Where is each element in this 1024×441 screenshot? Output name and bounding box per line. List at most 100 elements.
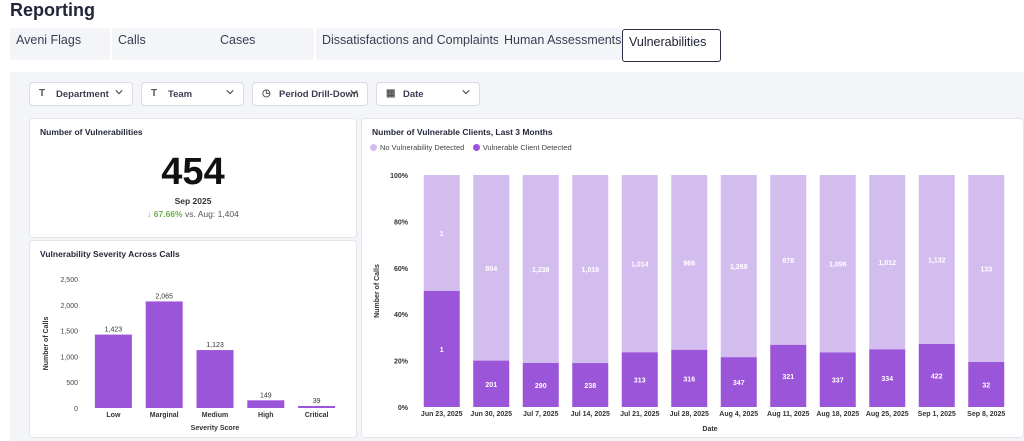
segment-value-label: 316 [683, 376, 695, 383]
vulnerable-client-segment[interactable] [671, 349, 708, 407]
y-axis-label: Number of Calls [374, 264, 381, 318]
severity-bar-chart: 0 500 1,000 1,500 2,000 2,500 Number of Calls 1… [43, 277, 336, 432]
segment-value-label: 1,018 [581, 267, 599, 274]
x-tick-label: Aug 18, 2025 [816, 411, 859, 418]
no-vulnerability-segment[interactable] [968, 175, 1005, 363]
y-tick-label: 500 [66, 380, 78, 387]
team-filter[interactable]: T Team [141, 82, 244, 106]
y-tick-label: 60% [394, 266, 409, 273]
calendar-icon: ▦ [386, 88, 396, 99]
vulnerable-client-segment[interactable] [770, 344, 807, 407]
y-tick-label: 1,000 [60, 354, 78, 361]
x-tick-label: Jun 30, 2025 [470, 411, 512, 418]
y-tick-label: 0% [398, 405, 409, 412]
vulnerable-client-segment[interactable] [522, 362, 559, 407]
kpi-title: Number of Vulnerabilities [40, 127, 143, 137]
x-tick-label: Jul 28, 2025 [670, 411, 709, 418]
bar-value-label: 1,423 [105, 327, 123, 334]
chart-legend: No Vulnerability Detected Vulnerable Cli… [370, 143, 572, 152]
x-tick-label: Sep 8, 2025 [967, 411, 1005, 418]
vulnerable-client-segment[interactable] [423, 291, 460, 407]
vulnerable-clients-stacked-chart: 0% 20% 40% 60% 80% 100% Number of Calls 1 1 Jun 2… [374, 173, 1005, 433]
segment-value-label: 321 [782, 374, 794, 381]
vulnerable-client-segment[interactable] [572, 363, 609, 407]
x-tick-label: Jul 14, 2025 [571, 411, 610, 418]
tab-calls[interactable]: Calls [112, 28, 219, 60]
severity-chart-title: Vulnerability Severity Across Calls [40, 249, 180, 259]
segment-value-label: 1,012 [878, 260, 896, 267]
segment-value-label: 1,132 [928, 257, 946, 264]
y-tick-label: 20% [394, 359, 409, 366]
vulnerable-client-segment[interactable] [473, 360, 510, 407]
segment-value-label: 1,014 [631, 262, 649, 269]
x-tick-label: Jun 23, 2025 [421, 411, 463, 418]
bar-value-label: 149 [260, 392, 272, 399]
clients-chart-title: Number of Vulnerable Clients, Last 3 Mon… [372, 127, 553, 137]
y-tick-label: 40% [394, 312, 409, 319]
segment-value-label: 804 [485, 266, 497, 273]
segment-value-label: 422 [931, 373, 943, 380]
y-axis-label: Number of Calls [43, 317, 50, 371]
x-tick-label: Aug 11, 2025 [767, 411, 810, 418]
no-vulnerability-segment[interactable] [522, 175, 559, 363]
no-vulnerability-segment[interactable] [671, 175, 708, 350]
clock-icon: ◷ [262, 88, 271, 99]
x-axis-label: Date [702, 426, 717, 433]
vulnerable-client-segment[interactable] [720, 357, 757, 407]
vulnerable-client-segment[interactable] [621, 352, 658, 407]
kpi-period: Sep 2025 [174, 196, 212, 206]
segment-value-label: 347 [733, 380, 745, 387]
vulnerable-client-segment[interactable] [869, 349, 906, 407]
x-tick-label: Aug 4, 2025 [719, 411, 758, 418]
x-tick-label: Jul 21, 2025 [620, 411, 659, 418]
text-type-icon: T [39, 88, 46, 99]
segment-value-label: 337 [832, 378, 844, 385]
segment-value-label: 201 [485, 382, 497, 389]
chevron-down-icon [226, 90, 234, 95]
no-vulnerability-segment[interactable] [572, 175, 609, 364]
bar-value-label: 39 [313, 398, 321, 405]
department-filter[interactable]: T Department [29, 82, 133, 106]
x-tick-label: Aug 25, 2025 [866, 411, 909, 418]
bar-value-label: 2,065 [155, 293, 173, 300]
segment-value-label: 1 [440, 231, 444, 238]
segment-value-label: 334 [881, 376, 893, 383]
date-filter[interactable]: ▦ Date [376, 82, 480, 106]
x-tick-label: Critical [305, 412, 329, 419]
vulnerable-clients-chart-card: Number of Vulnerable Clients, Last 3 Mon… [361, 118, 1024, 438]
period-drilldown-filter[interactable]: ◷ Period Drill-Down [252, 82, 368, 106]
y-tick-label: 2,000 [60, 303, 78, 310]
vulnerable-client-segment[interactable] [819, 352, 856, 407]
no-vulnerability-segment[interactable] [621, 175, 658, 353]
no-vulnerability-segment[interactable] [869, 175, 906, 350]
no-vulnerability-segment[interactable] [918, 175, 955, 344]
segment-value-label: 290 [535, 383, 547, 390]
segment-value-label: 966 [683, 260, 695, 267]
y-tick-label: 1,500 [60, 329, 78, 336]
segment-value-label: 133 [980, 267, 992, 274]
vulnerable-client-segment[interactable] [968, 362, 1005, 407]
tab-cases[interactable]: Cases [214, 28, 314, 60]
severity-bar[interactable] [94, 334, 132, 408]
no-vulnerability-segment[interactable] [819, 175, 856, 353]
severity-bar[interactable] [298, 405, 336, 408]
no-vulnerability-segment[interactable] [720, 175, 757, 358]
tab-dissatisfactions[interactable]: Dissatisfactions and Complaints [316, 28, 506, 60]
tab-aveni-flags[interactable]: Aveni Flags [10, 28, 110, 60]
x-axis-label: Severity Score [191, 425, 240, 432]
severity-bar[interactable] [145, 301, 183, 408]
tab-vulnerabilities[interactable]: Vulnerabilities [622, 29, 721, 62]
no-vulnerability-segment[interactable] [770, 175, 807, 345]
severity-bar[interactable] [247, 400, 285, 408]
no-vulnerability-segment[interactable] [473, 175, 510, 361]
tab-human-assessments[interactable]: Human Assessments [498, 28, 622, 60]
legend-item-vulnerable-client: Vulnerable Client Detected [472, 143, 572, 152]
chevron-down-icon [462, 90, 470, 95]
no-vulnerability-segment[interactable] [423, 175, 460, 291]
y-tick-label: 2,500 [60, 277, 78, 284]
text-type-icon: T [151, 88, 158, 99]
bar-value-label: 1,123 [206, 342, 224, 349]
chevron-down-icon [350, 90, 358, 95]
severity-bar[interactable] [196, 350, 234, 408]
vulnerable-client-segment[interactable] [918, 343, 955, 407]
